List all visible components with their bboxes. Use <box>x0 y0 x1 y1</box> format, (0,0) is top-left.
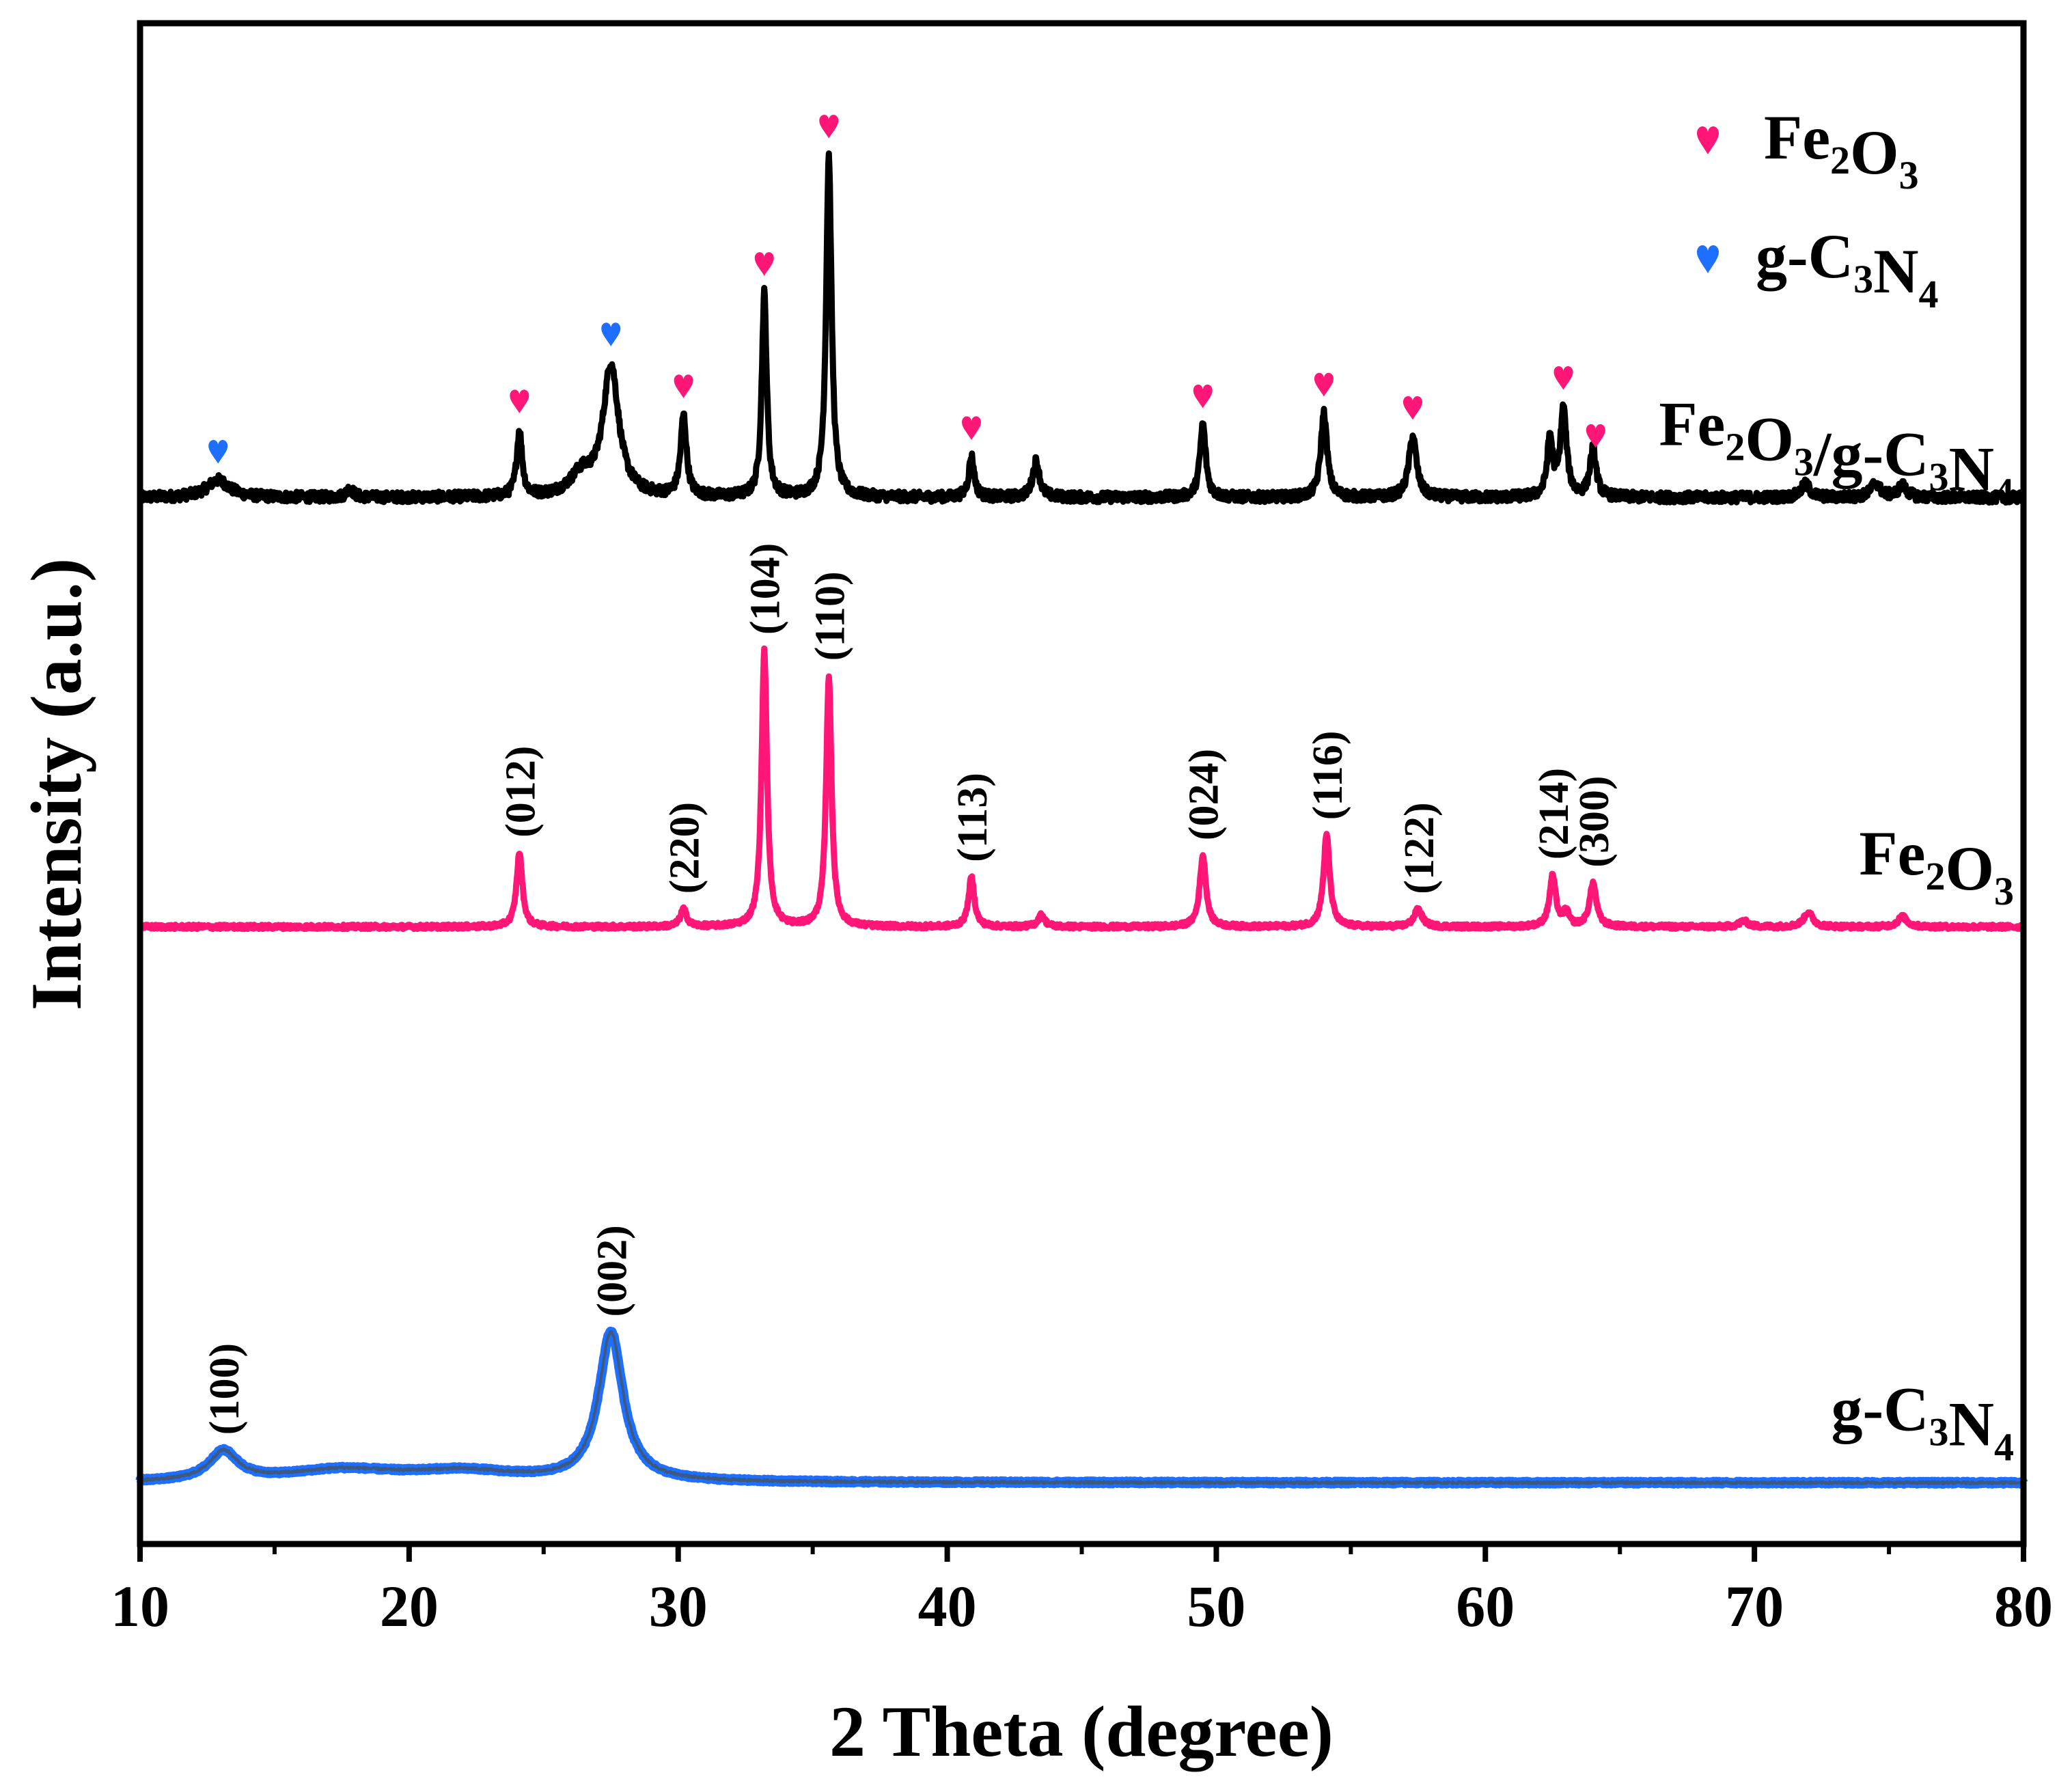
legend-marker-0 <box>1697 126 1719 154</box>
peak-label-1-8: (214) <box>1531 768 1577 859</box>
trace-label-1: Fe2O3 <box>1859 818 2014 913</box>
phase-marker-10 <box>1553 366 1573 390</box>
peak-label-2-1: (002) <box>589 1225 635 1317</box>
x-tick-label-6: 70 <box>1725 1573 1784 1639</box>
x-axis-title: 2 Theta (degree) <box>829 1692 1334 1772</box>
x-tick-label-4: 50 <box>1187 1573 1245 1639</box>
legend: Fe2O3 g-C3N4 <box>1697 102 1939 316</box>
peak-label-1-1: (220) <box>662 802 708 894</box>
phase-marker-11 <box>1586 424 1605 448</box>
trace-0 <box>137 150 2027 506</box>
plot-annotations: Fe2O3/g-C3N4 Fe2O3 (012) (220) (104) (110) (11… <box>202 114 2014 1470</box>
x-tick-label-1: 20 <box>380 1573 439 1639</box>
phase-marker-3 <box>674 374 693 398</box>
x-tick-label-3: 40 <box>918 1573 977 1639</box>
trace-core-2 <box>139 1329 2025 1485</box>
phase-marker-6 <box>962 416 982 440</box>
legend-label-1: g-C3N4 <box>1756 221 1939 316</box>
phase-marker-0 <box>208 440 228 464</box>
peak-label-1-5: (024) <box>1181 749 1228 840</box>
peak-label-1-2: (104) <box>743 543 789 635</box>
peak-label-1-0: (012) <box>497 746 544 838</box>
legend-marker-1 <box>1697 245 1719 273</box>
peak-label-1-9: (300) <box>1571 776 1618 868</box>
phase-marker-2 <box>601 322 621 346</box>
peak-label-1-6: (116) <box>1305 730 1351 820</box>
y-axis-title: Intensity (a.u.) <box>16 558 96 1011</box>
phase-marker-4 <box>754 252 774 276</box>
legend-label-0: Fe2O3 <box>1764 102 1919 197</box>
phase-marker-5 <box>819 114 839 139</box>
phase-marker-7 <box>1193 384 1213 409</box>
trace-1 <box>137 645 2027 933</box>
x-tick-label-7: 80 <box>1994 1573 2053 1639</box>
plot-traces <box>135 150 2028 1489</box>
phase-marker-1 <box>510 389 529 413</box>
trace-label-2: g-C3N4 <box>1831 1375 2014 1470</box>
peak-label-1-4: (113) <box>950 773 996 862</box>
peak-label-2-0: (100) <box>202 1343 248 1435</box>
peak-label-1-3: (110) <box>807 571 853 661</box>
phase-marker-9 <box>1403 396 1422 420</box>
trace-label-0: Fe2O3/g-C3N4 <box>1659 389 2014 514</box>
x-tick-label-5: 60 <box>1456 1573 1515 1639</box>
peak-label-1-7: (122) <box>1396 802 1443 894</box>
x-tick-label-2: 30 <box>649 1573 708 1639</box>
phase-marker-8 <box>1314 372 1334 397</box>
x-tick-label-0: 10 <box>111 1573 169 1639</box>
x-axis-ticks: 10 20 30 40 50 60 70 80 <box>111 1544 2053 1639</box>
